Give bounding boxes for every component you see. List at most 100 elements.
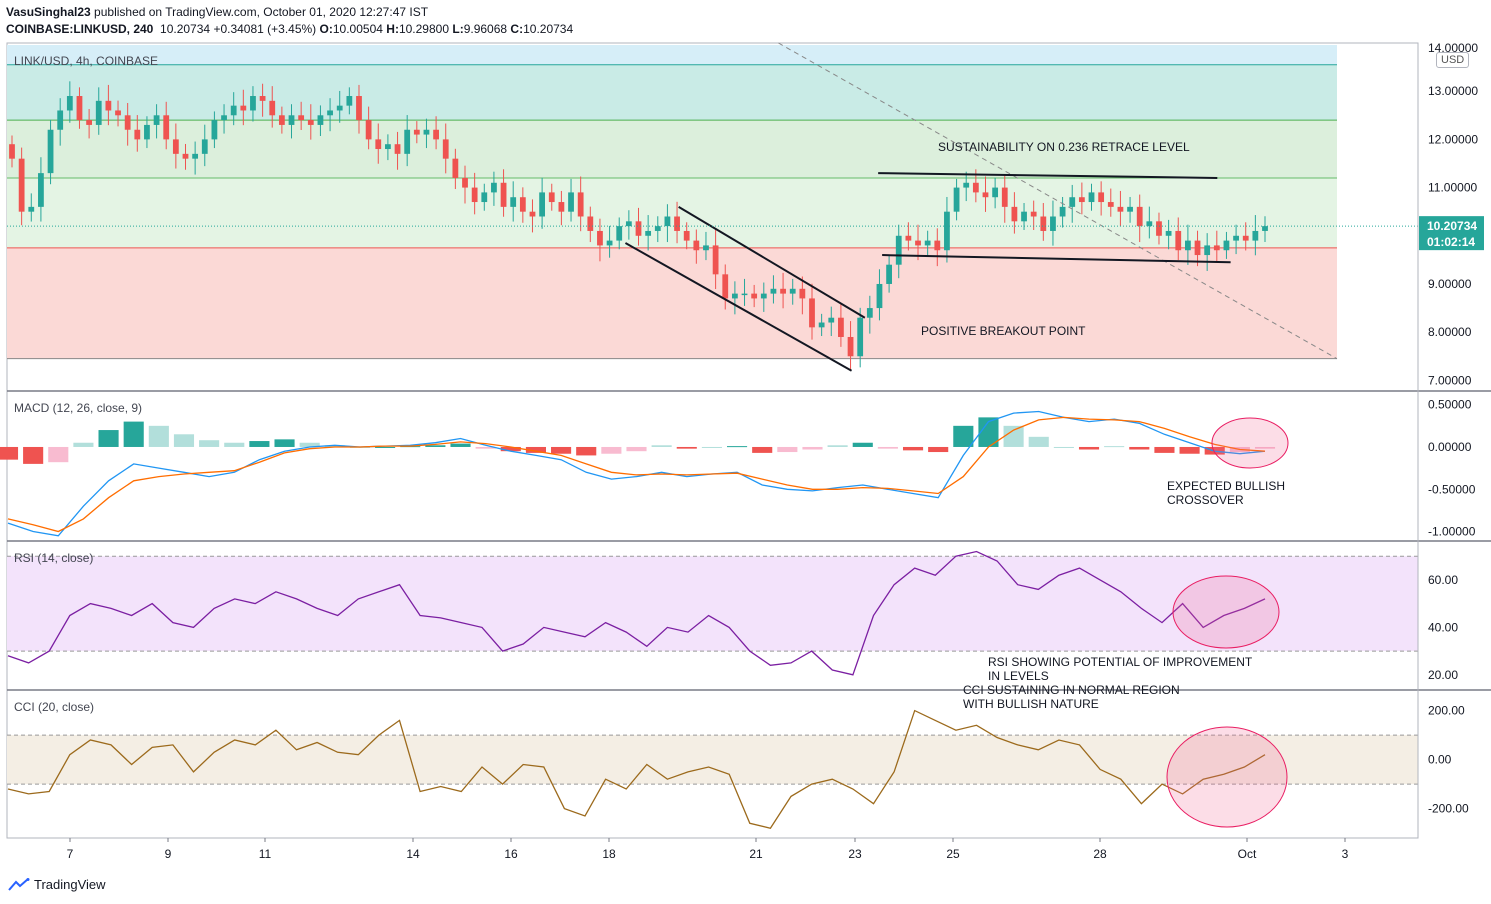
candle-body <box>635 221 642 236</box>
candle-body <box>1146 221 1153 227</box>
macd-histogram-bar <box>1003 425 1024 447</box>
candle-body <box>625 221 632 227</box>
candle-body <box>1021 211 1027 222</box>
fib-zone-1 <box>7 64 1337 121</box>
macd-histogram-bar <box>23 446 44 464</box>
candle-body <box>471 187 478 203</box>
candle-body <box>28 206 35 212</box>
brand-label: TradingView <box>34 877 106 892</box>
candle-body <box>500 182 507 207</box>
candle-body <box>1213 245 1220 251</box>
candle-body <box>857 317 864 357</box>
macd-histogram-bar <box>475 446 496 449</box>
macd-histogram-bar <box>299 442 320 447</box>
annotation-sustainability: SUSTAINABILITY ON 0.236 RETRACE LEVEL <box>938 140 1190 154</box>
candle-body <box>654 226 661 231</box>
candle-body <box>327 110 333 116</box>
fib-zone-4 <box>7 247 1337 359</box>
osc-pane-title: MACD (12, 26, close, 9) <box>14 401 142 415</box>
macd-histogram-bar <box>73 442 94 447</box>
macd-histogram-bar <box>978 417 999 447</box>
candle-body <box>606 240 613 246</box>
price-tick-label-top: 14.00000 <box>1428 41 1478 55</box>
candle-body <box>539 192 546 217</box>
candle-body <box>674 216 680 231</box>
candle-body <box>828 317 835 323</box>
annotation-breakout: POSITIVE BREAKOUT POINT <box>921 324 1086 338</box>
candle-body <box>905 235 912 241</box>
candle-body <box>1242 235 1249 241</box>
candle-body <box>577 192 584 217</box>
candle-body <box>38 173 44 207</box>
osc-tick-label: 200.00 <box>1428 704 1465 718</box>
candle-body <box>240 105 247 111</box>
macd-histogram-bar <box>500 446 521 452</box>
candle-body <box>250 96 256 111</box>
candle-body <box>751 293 758 299</box>
macd-histogram-bar <box>324 445 345 447</box>
cci-line <box>7 709 1266 829</box>
signal-line <box>7 416 1266 533</box>
candle-body <box>259 96 266 101</box>
last-value: 10.20734 <box>160 22 211 36</box>
cci-annotation-1: CCI SUSTAINING IN NORMAL REGION <box>963 683 1180 697</box>
trendline-0 <box>778 42 1338 360</box>
candle-body <box>1156 221 1162 236</box>
x-tick-label: 14 <box>406 847 420 861</box>
candle-body <box>1204 245 1211 256</box>
x-tick-label: 18 <box>602 847 616 861</box>
x-tick-label: 11 <box>259 847 272 861</box>
candle-body <box>712 245 719 275</box>
candle-body <box>597 230 603 246</box>
price-tick-label: 13.00000 <box>1428 84 1478 98</box>
candle-body <box>934 240 941 251</box>
candle-body <box>346 96 353 106</box>
candle-body <box>66 96 73 111</box>
macd-histogram-bar <box>1078 446 1100 450</box>
currency-button[interactable]: USD <box>1436 52 1470 68</box>
candle-body <box>789 288 796 294</box>
candle-body <box>587 216 594 231</box>
candle-body <box>192 153 199 159</box>
osc-tick-label: 40.00 <box>1428 620 1458 634</box>
candle-body <box>413 129 420 135</box>
fib-zone-0 <box>7 45 1337 65</box>
trendline-3 <box>878 172 1218 179</box>
macd-line <box>7 410 1266 537</box>
candle-body <box>1040 216 1047 231</box>
macd-histogram-bar <box>777 446 798 453</box>
candle-body <box>510 197 517 207</box>
tradingview-brand[interactable]: TradingView <box>8 877 106 892</box>
candle-body <box>115 110 121 116</box>
candle-body <box>269 100 276 116</box>
candle-body <box>356 96 362 121</box>
candle-body <box>992 187 999 198</box>
osc-pane-title: RSI (14, close) <box>14 551 93 565</box>
macd-histogram-bar <box>551 446 572 454</box>
trendline-1 <box>624 242 853 372</box>
candle-body <box>211 120 218 140</box>
macd-histogram-bar <box>0 446 19 460</box>
change-value: +0.34081 (+3.45%) <box>213 22 317 36</box>
candle-body <box>336 105 343 111</box>
author-name[interactable]: VasuSinghal23 <box>6 5 91 19</box>
candle-body <box>491 182 497 193</box>
candle-body <box>105 100 112 111</box>
candle-body <box>9 144 15 159</box>
macd-histogram-bar <box>676 446 697 449</box>
candle-body <box>172 139 179 154</box>
symbol-line: COINBASE:LINKUSD, 240 <box>6 22 154 36</box>
candle-body <box>385 144 391 150</box>
macd-histogram-bar <box>601 446 622 454</box>
macd-histogram-bar <box>877 446 898 449</box>
candle-body <box>1136 206 1143 227</box>
candle-body <box>953 187 960 212</box>
candle-body <box>278 115 285 125</box>
candle-body <box>683 230 690 241</box>
cci-annotation-2: WITH BULLISH NATURE <box>963 697 1099 711</box>
macd-histogram-bar <box>727 446 748 448</box>
candle-body <box>915 240 921 246</box>
macd-histogram-bar <box>148 425 169 447</box>
candle-body <box>866 308 873 318</box>
